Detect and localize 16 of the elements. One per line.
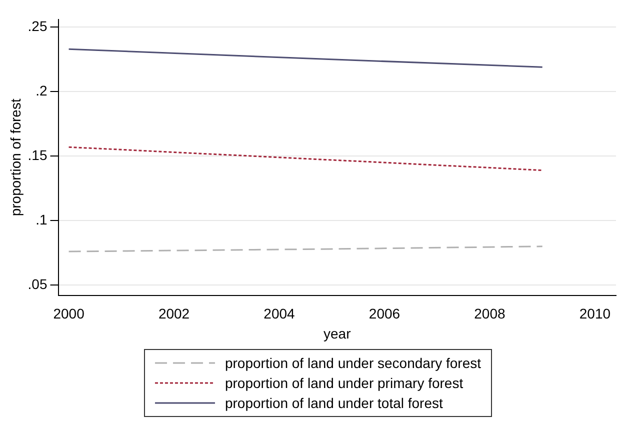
y-axis-title: proportion of forest <box>7 98 24 216</box>
y-tick-label: .15 <box>28 146 48 163</box>
x-axis-title: year <box>324 325 352 342</box>
y-tick-label: .05 <box>28 276 48 292</box>
legend-label: proportion of land under total forest <box>224 394 443 413</box>
x-tick-label: 2006 <box>368 306 400 322</box>
x-tick-label: 2008 <box>474 306 506 322</box>
legend-label: proportion of land under secondary forest <box>224 354 482 373</box>
y-tick-label: .25 <box>28 18 48 34</box>
x-tick-label: 2010 <box>579 306 611 322</box>
legend-label: proportion of land under primary forest <box>224 374 464 393</box>
x-tick-label: 2002 <box>158 306 190 322</box>
x-tick-label: 2004 <box>264 306 296 322</box>
x-tick-label: 2000 <box>53 306 85 322</box>
y-tick-label: .2 <box>36 82 48 98</box>
y-tick-label: .1 <box>36 211 48 228</box>
